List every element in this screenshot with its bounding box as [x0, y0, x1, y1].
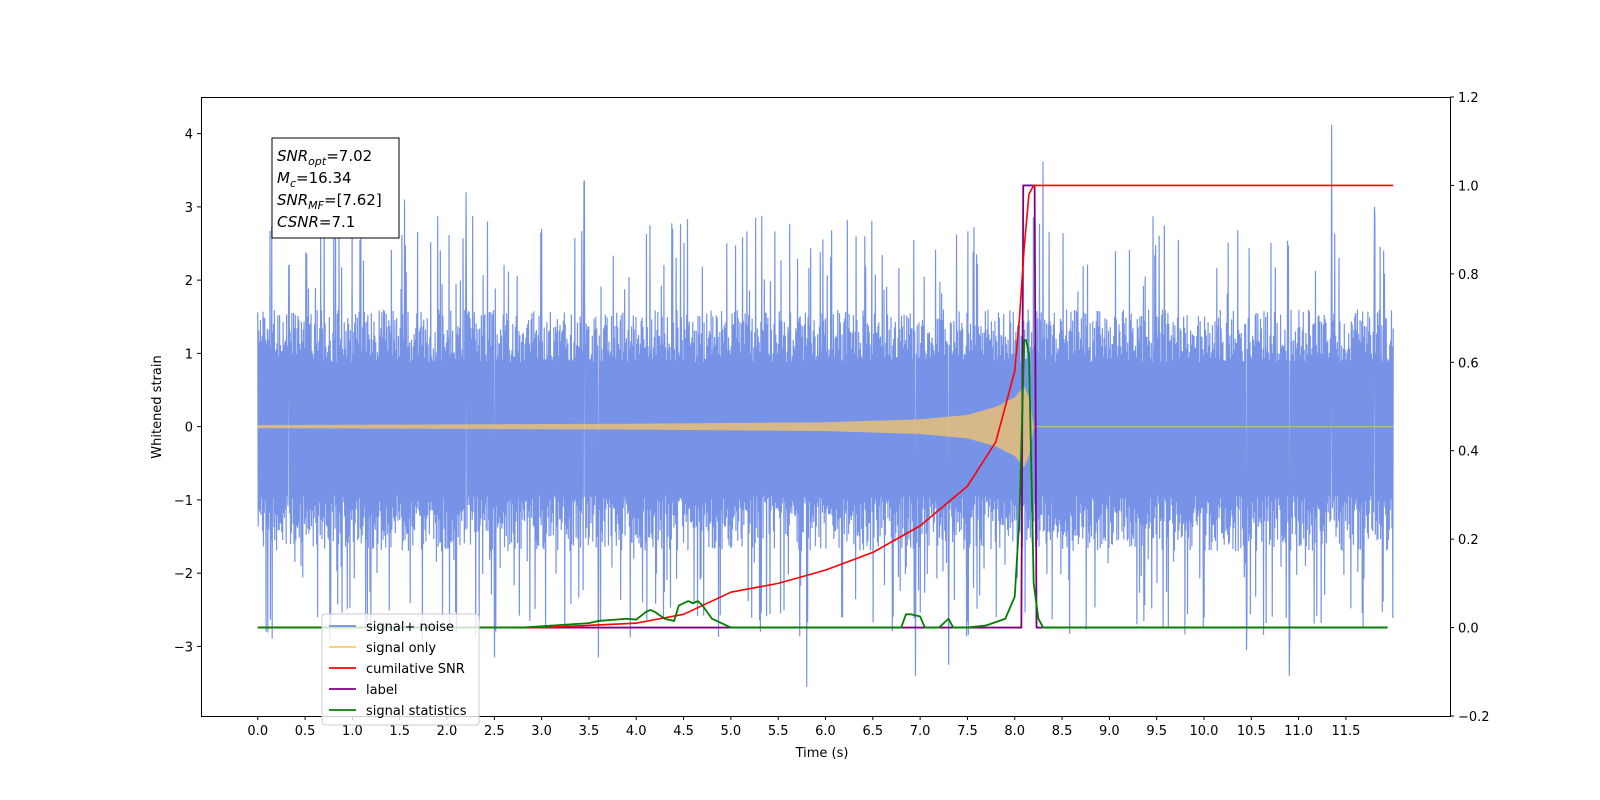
y2-tick-label: 0.2: [1458, 533, 1479, 548]
info-value: =16.34: [296, 169, 352, 187]
x-tick-label: 7.5: [957, 724, 978, 739]
y2-tick-label: 1.2: [1458, 91, 1479, 106]
x-tick-label: 9.0: [1099, 724, 1120, 739]
x-tick-label: 2.5: [484, 724, 505, 739]
legend: signal+ noise signal only cumilative SNR la…: [321, 613, 480, 726]
y2-tick-label: 0.4: [1458, 445, 1479, 460]
x-axis: 0.0 0.5 1.0 1.5 2.0 2.5 3.0 3.5 4.0 4.5 5.0 5.5 6.0 6…: [247, 716, 1360, 739]
series-signal-statistics: [257, 339, 1388, 629]
x-tick-label: 6.5: [862, 724, 883, 739]
info-box-frame: [271, 137, 400, 239]
x-tick-label: 3.5: [579, 724, 600, 739]
info-base: CSNR: [277, 213, 319, 231]
info-sub: MF: [308, 199, 324, 212]
x-tick-label: 5.5: [768, 724, 789, 739]
legend-label: signal only: [366, 641, 436, 656]
info-value: =7.02: [326, 147, 372, 165]
series-cumulative-snr: [257, 184, 1394, 629]
series-signal-noise: [257, 124, 1394, 687]
y-tick-label: 0: [185, 421, 193, 436]
info-sub: c: [290, 177, 296, 190]
series-layer: [257, 124, 1394, 687]
info-value: =7.1: [319, 213, 355, 231]
x-tick-label: 6.0: [815, 724, 836, 739]
info-base: SNR: [277, 191, 308, 209]
x-tick-label: 1.5: [389, 724, 410, 739]
legend-label: signal+ noise: [366, 620, 454, 635]
x-tick-label: 9.5: [1146, 724, 1167, 739]
info-box-line: SNRMF=[7.62]: [277, 191, 382, 212]
y-tick-label: 2: [185, 274, 193, 289]
y-tick-label: −3: [174, 640, 193, 655]
x-tick-label: 11.5: [1331, 724, 1360, 739]
x-tick-label: 3.0: [531, 724, 552, 739]
y2-tick-label: 0.6: [1458, 356, 1479, 371]
legend-label: cumilative SNR: [366, 662, 465, 677]
y2-tick-label: 0.0: [1458, 622, 1479, 637]
legend-label: signal statistics: [366, 704, 467, 719]
info-sub: opt: [308, 155, 327, 168]
x-tick-label: 10.5: [1237, 724, 1266, 739]
x-tick-label: 1.0: [342, 724, 363, 739]
y-axis-right: 1.2 1.0 0.8 0.6 0.4 0.2 0.0 −0.2: [1450, 91, 1490, 725]
x-tick-label: 2.0: [437, 724, 458, 739]
y-tick-label: −2: [174, 567, 193, 582]
x-axis-label: Time (s): [795, 746, 849, 761]
legend-label: label: [366, 683, 397, 698]
y2-tick-label: 0.8: [1458, 268, 1479, 283]
x-tick-label: 8.5: [1052, 724, 1073, 739]
x-tick-label: 7.0: [910, 724, 931, 739]
y2-tick-label: 1.0: [1458, 179, 1479, 194]
y-tick-label: −1: [174, 494, 193, 509]
info-box-line: SNRopt=7.02: [277, 147, 372, 168]
x-tick-label: 10.0: [1190, 724, 1219, 739]
y-tick-label: 4: [185, 128, 193, 143]
legend-frame: [321, 613, 480, 726]
x-tick-label: 11.0: [1284, 724, 1313, 739]
y-tick-label: 3: [185, 201, 193, 216]
info-box-line: CSNR=7.1: [277, 213, 355, 231]
series-signal-only: [257, 386, 1394, 467]
info-box-line: Mc=16.34: [277, 169, 352, 190]
y2-tick-label: −0.2: [1458, 710, 1490, 725]
x-tick-label: 4.0: [626, 724, 647, 739]
info-base: M: [277, 169, 290, 187]
x-tick-label: 5.0: [721, 724, 742, 739]
y-tick-label: 1: [185, 347, 193, 362]
x-tick-label: 0.5: [295, 724, 316, 739]
y-axis-label: Whitened strain: [150, 355, 165, 458]
info-base: SNR: [277, 147, 308, 165]
y-axis-left: 4 3 2 1 0 −1 −2 −3: [174, 128, 201, 655]
x-tick-label: 8.0: [1004, 724, 1025, 739]
x-tick-label: 0.0: [247, 724, 268, 739]
info-value: =[7.62]: [324, 191, 382, 209]
x-tick-label: 4.5: [673, 724, 694, 739]
